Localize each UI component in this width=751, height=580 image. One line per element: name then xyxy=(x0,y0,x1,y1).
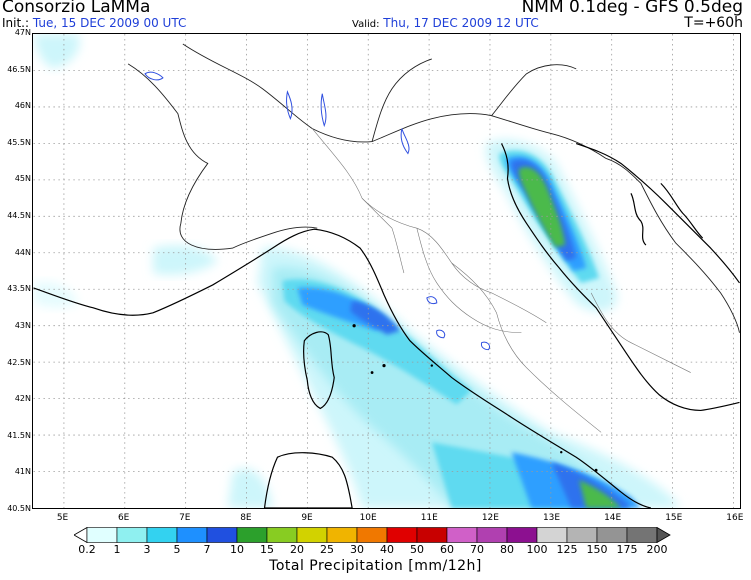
colorbar-label: 125 xyxy=(556,543,578,556)
colorbar-swatch xyxy=(176,527,208,543)
colorbar-swatch xyxy=(596,527,628,543)
colorbar-label: 70 xyxy=(470,543,484,556)
lon-label: 14E xyxy=(604,513,622,523)
colorbar xyxy=(74,527,671,543)
lat-label: 43.5N xyxy=(7,284,31,294)
lon-label: 8E xyxy=(240,513,252,523)
colorbar-swatch xyxy=(236,527,268,543)
colorbar-label: 30 xyxy=(350,543,364,556)
colorbar-swatch xyxy=(116,527,148,543)
lon-label: 16E xyxy=(726,513,744,523)
colorbar-label: 80 xyxy=(500,543,514,556)
colorbar-high-arrow xyxy=(656,527,671,543)
valid-line: Valid: Thu, 17 DEC 2009 12 UTC xyxy=(352,16,539,30)
graticule xyxy=(33,34,740,508)
lon-label: 15E xyxy=(665,513,683,523)
lakes xyxy=(144,71,490,351)
colorbar-label: 200 xyxy=(646,543,668,556)
colorbar-swatch xyxy=(146,527,178,543)
colorbar-label: 0.2 xyxy=(78,543,96,556)
colorbar-swatch xyxy=(296,527,328,543)
colorbar-swatch xyxy=(626,527,658,543)
init-line: Init.: Tue, 15 DEC 2009 00 UTC xyxy=(2,16,186,30)
lon-label: 6E xyxy=(117,513,130,523)
colorbar-label: 100 xyxy=(526,543,548,556)
lat-label: 47N xyxy=(14,28,31,37)
colorbar-swatch xyxy=(326,527,358,543)
colorbar-swatch xyxy=(446,527,478,543)
lat-label: 44N xyxy=(14,247,31,257)
colorbar-label: 25 xyxy=(320,543,334,556)
colorbar-swatch xyxy=(356,527,388,543)
forecast-hour: T=+60h xyxy=(684,15,743,31)
lon-label: 13E xyxy=(542,513,561,523)
lat-label: 46.5N xyxy=(7,64,31,74)
organization-title: Consorzio LaMMa xyxy=(2,0,151,17)
lon-label: 12E xyxy=(481,513,499,523)
colorbar-label: 15 xyxy=(260,543,274,556)
country-borders xyxy=(127,43,740,333)
colorbar-swatch xyxy=(206,527,238,543)
lat-label: 46N xyxy=(14,101,31,111)
valid-label: Valid: xyxy=(352,19,380,30)
lat-label: 45.5N xyxy=(7,137,31,147)
colorbar-label: 60 xyxy=(440,543,454,556)
colorbar-title: Total Precipitation [mm/12h] xyxy=(269,558,482,574)
colorbar-label: 150 xyxy=(586,543,608,556)
valid-time: Thu, 17 DEC 2009 12 UTC xyxy=(383,16,539,30)
colorbar-label: 3 xyxy=(143,543,151,556)
colorbar-swatch xyxy=(266,527,298,543)
precip-field-tyrrhenian xyxy=(33,34,681,508)
colorbar-swatch xyxy=(506,527,538,543)
lon-label: 5E xyxy=(56,513,69,523)
lat-label: 41.5N xyxy=(7,430,31,440)
lon-label: 7E xyxy=(179,513,191,523)
colorbar-swatch xyxy=(416,527,448,543)
colorbar-label: 40 xyxy=(380,543,394,556)
colorbar-swatch xyxy=(566,527,598,543)
colorbar-swatch xyxy=(536,527,568,543)
precipitation-map xyxy=(32,33,741,509)
lon-label: 10E xyxy=(359,513,377,523)
colorbar-swatch xyxy=(386,527,418,543)
init-time: Tue, 15 DEC 2009 00 UTC xyxy=(32,16,187,30)
colorbar-label: 175 xyxy=(616,543,638,556)
region-borders xyxy=(312,128,691,433)
init-label: Init.: xyxy=(2,16,30,30)
colorbar-label: 5 xyxy=(173,543,181,556)
lat-label: 42N xyxy=(14,394,31,404)
colorbar-swatch xyxy=(476,527,508,543)
coastlines xyxy=(33,142,740,508)
lon-label: 11E xyxy=(420,513,438,523)
colorbar-low-arrow xyxy=(74,527,88,543)
map-canvas xyxy=(33,34,740,508)
colorbar-swatch xyxy=(86,527,118,543)
lat-label: 44.5N xyxy=(7,211,31,221)
lat-label: 41N xyxy=(14,467,31,477)
colorbar-label: 50 xyxy=(410,543,424,556)
lat-label: 40.5N xyxy=(7,504,31,513)
colorbar-label: 10 xyxy=(230,543,244,556)
colorbar-label: 7 xyxy=(203,543,211,556)
lat-label: 43N xyxy=(14,320,31,330)
lat-label: 42.5N xyxy=(7,357,31,367)
precip-field-adriatic xyxy=(486,139,617,312)
small-islands xyxy=(352,324,598,472)
colorbar-label: 1 xyxy=(113,543,121,556)
lat-label: 45N xyxy=(14,174,31,184)
model-title: NMM 0.1deg - GFS 0.5deg xyxy=(521,0,743,17)
colorbar-label: 20 xyxy=(290,543,304,556)
lon-label: 9E xyxy=(301,513,313,523)
